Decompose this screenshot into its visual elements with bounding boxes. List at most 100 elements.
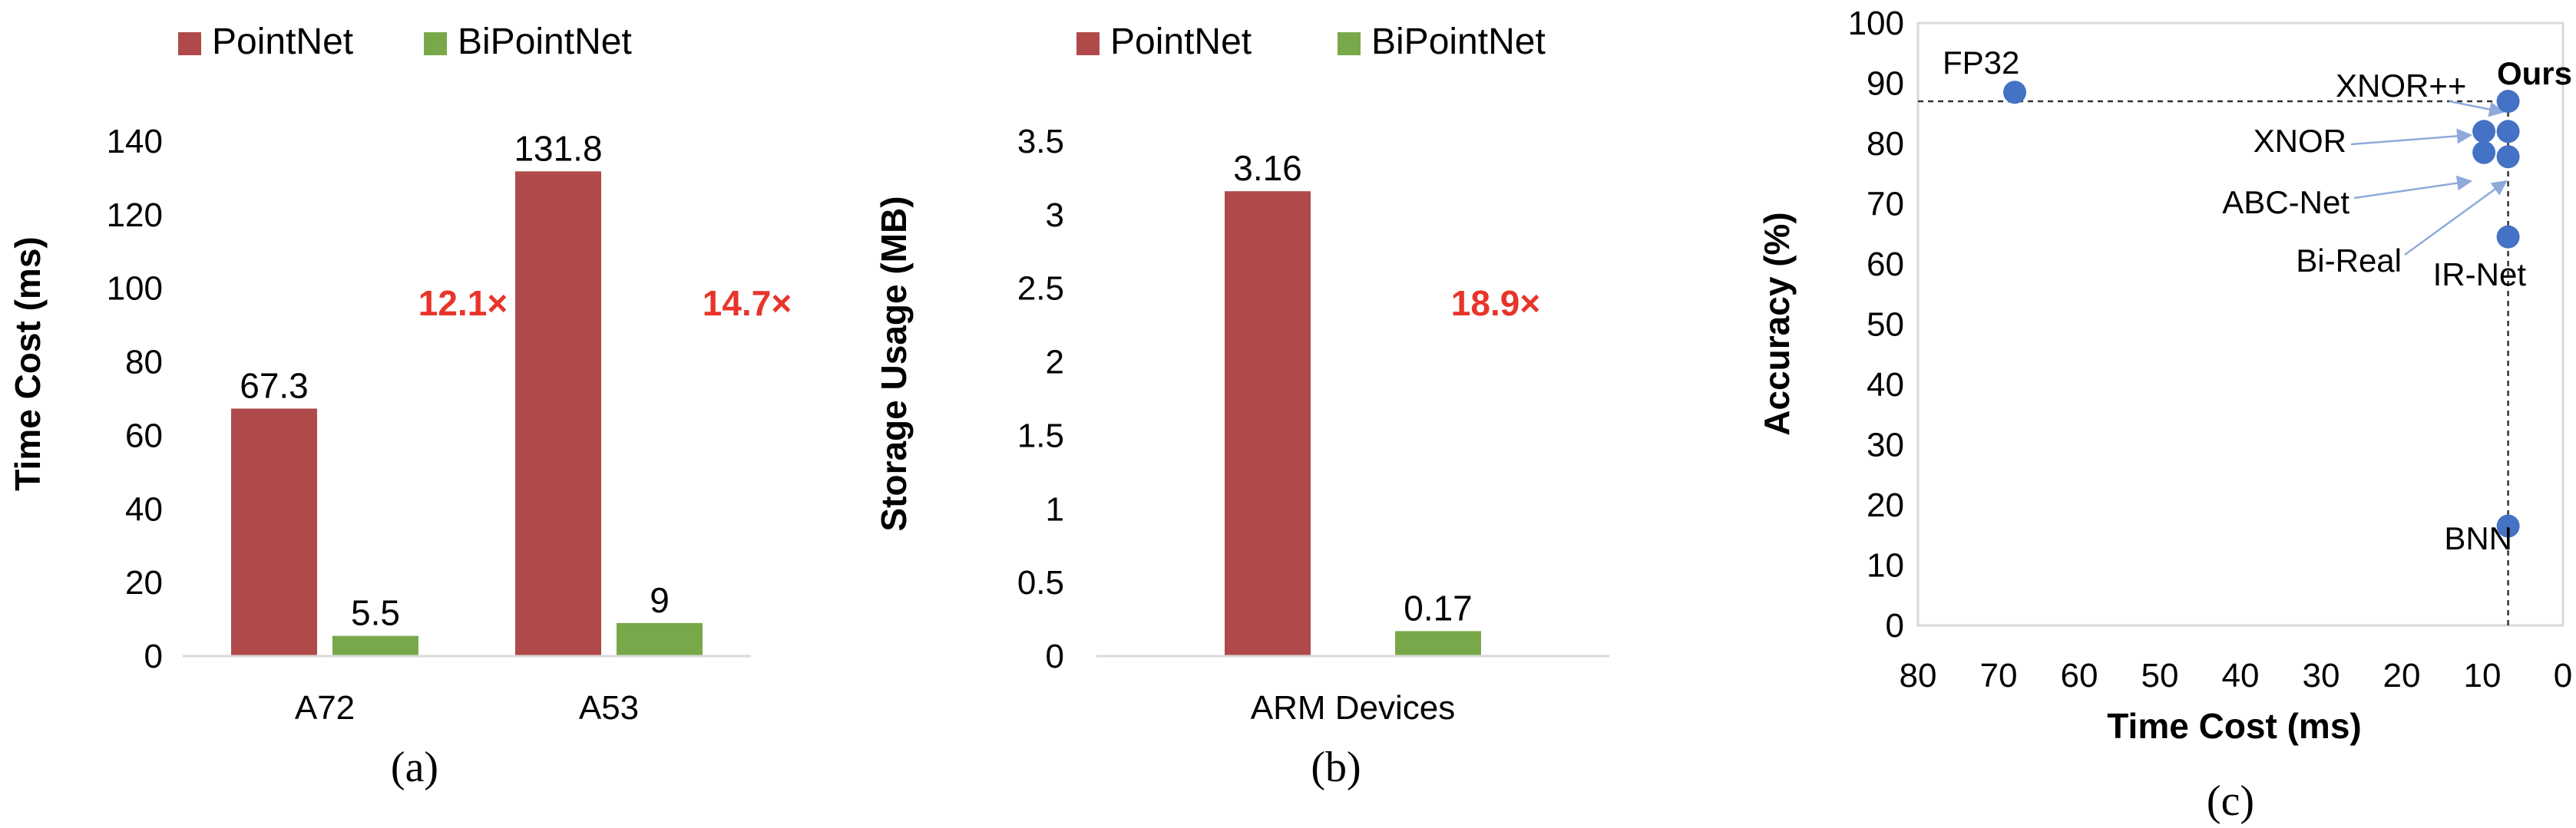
panel-c-reference-lines bbox=[1918, 100, 2509, 625]
legend-label-pointnet: PointNet bbox=[212, 21, 353, 62]
bar-bipointnet-arm-devices bbox=[1395, 631, 1481, 656]
y-tick-label: 60 bbox=[125, 417, 163, 454]
panel-c-point-labels: FP32 Ours XNOR++ XNOR ABC-Net Bi-Real IR-Net BN… bbox=[1943, 45, 2572, 556]
point-label-abc-net: ABC-Net bbox=[2222, 184, 2349, 220]
panel-b-legend: PointNet BiPointNet bbox=[1076, 21, 1546, 62]
point-label-bnn: BNN bbox=[2444, 520, 2512, 556]
data-label: 67.3 bbox=[240, 365, 309, 405]
scatter-point bbox=[2496, 225, 2520, 249]
point-label-xnor-: XNOR++ bbox=[2336, 68, 2466, 104]
x-tick-label: 20 bbox=[2383, 657, 2421, 694]
panel-b-x-ticks: ARM Devices bbox=[1251, 689, 1456, 727]
scatter-point bbox=[2003, 81, 2026, 104]
panel-a-y-ticks: 0 20 40 60 80 100 120 140 bbox=[107, 123, 163, 675]
panel-a-x-ticks: A72 A53 bbox=[295, 689, 639, 727]
panel-b-storage-chart: PointNet BiPointNet 0 0.5 1 1.5 2 2.5 3 3.5 3.1… bbox=[874, 21, 1609, 791]
x-tick-label: 50 bbox=[2141, 657, 2179, 694]
y-tick-label: 40 bbox=[1867, 366, 1904, 404]
scatter-point bbox=[2496, 120, 2520, 143]
y-tick-label: 40 bbox=[125, 490, 163, 528]
y-tick-label: 2.5 bbox=[1017, 270, 1064, 308]
x-tick-label: 80 bbox=[1900, 657, 1937, 694]
data-label: 5.5 bbox=[351, 593, 400, 633]
x-tick-label: 0 bbox=[2554, 657, 2572, 694]
bar-bipointnet-a72 bbox=[332, 635, 418, 656]
legend-label-bipointnet: BiPointNet bbox=[458, 21, 632, 62]
point-label-xnor: XNOR bbox=[2254, 123, 2346, 159]
point-label-ir-net: IR-Net bbox=[2433, 256, 2527, 292]
y-tick-label: 50 bbox=[1867, 306, 1904, 344]
y-tick-label: 1 bbox=[1046, 490, 1064, 528]
y-tick-label: 140 bbox=[107, 123, 163, 160]
speedup-ratio-label: 12.1× bbox=[418, 283, 508, 323]
x-tick-label: 60 bbox=[2061, 657, 2098, 694]
y-tick-label: 0 bbox=[1046, 638, 1064, 675]
panel-c-caption: (c) bbox=[2207, 777, 2254, 825]
y-tick-label: 30 bbox=[1867, 427, 1904, 464]
x-tick-label: A53 bbox=[579, 689, 639, 727]
panel-b-y-ticks: 0 0.5 1 1.5 2 2.5 3 3.5 bbox=[1017, 123, 1064, 675]
y-tick-label: 80 bbox=[1867, 125, 1904, 163]
panel-b-caption: (b) bbox=[1311, 744, 1361, 791]
y-tick-label: 80 bbox=[125, 344, 163, 381]
y-tick-label: 120 bbox=[107, 196, 163, 234]
scatter-point bbox=[2496, 90, 2520, 114]
y-tick-label: 1.5 bbox=[1017, 417, 1064, 454]
x-tick-label: 30 bbox=[2303, 657, 2340, 694]
annotation-arrow bbox=[2353, 175, 2472, 200]
panel-a-y-axis-label: Time Cost (ms) bbox=[8, 236, 48, 490]
data-label: 0.17 bbox=[1404, 588, 1473, 628]
y-tick-label: 0.5 bbox=[1017, 564, 1064, 602]
y-tick-label: 10 bbox=[1867, 547, 1904, 585]
data-label: 131.8 bbox=[514, 128, 602, 168]
y-tick-label: 100 bbox=[1848, 5, 1904, 42]
panel-c-y-axis-label: Accuracy (%) bbox=[1757, 212, 1797, 435]
y-tick-label: 70 bbox=[1867, 186, 1904, 223]
y-tick-label: 0 bbox=[1886, 607, 1904, 645]
annotation-arrow bbox=[2449, 100, 2505, 117]
bar-pointnet-a72 bbox=[231, 408, 317, 656]
bar-bipointnet-a53 bbox=[617, 622, 703, 656]
panel-c-y-ticks: 0 10 20 30 40 50 60 70 80 90 100 bbox=[1848, 5, 1904, 645]
x-tick-label: 40 bbox=[2222, 657, 2260, 694]
panel-c-points bbox=[2003, 81, 2520, 538]
annotation-arrow bbox=[2350, 128, 2472, 146]
panel-c-accuracy-scatter: FP32 Ours XNOR++ XNOR ABC-Net Bi-Real IR-Net BN… bbox=[1757, 5, 2572, 825]
legend-label-bipointnet: BiPointNet bbox=[1371, 21, 1546, 62]
y-tick-label: 3 bbox=[1046, 196, 1064, 234]
panel-c-x-ticks: 80 70 60 50 40 30 20 10 0 bbox=[1900, 657, 2573, 694]
y-tick-label: 0 bbox=[144, 638, 163, 675]
y-tick-label: 90 bbox=[1867, 65, 1904, 103]
scatter-point bbox=[2472, 120, 2496, 143]
panel-b-y-axis-label: Storage Usage (MB) bbox=[874, 196, 914, 531]
x-tick-label: 10 bbox=[2464, 657, 2502, 694]
scatter-point bbox=[2496, 145, 2520, 169]
y-tick-label: 100 bbox=[107, 270, 163, 308]
legend-swatch-bipointnet bbox=[424, 32, 447, 55]
legend-swatch-pointnet bbox=[1076, 32, 1100, 55]
panel-a-time-cost-chart: PointNet BiPointNet 0 20 40 60 80 100 120 140 6… bbox=[8, 21, 792, 791]
bar-pointnet-arm-devices bbox=[1225, 191, 1311, 656]
speedup-ratio-label: 14.7× bbox=[703, 283, 792, 323]
scatter-point bbox=[2472, 140, 2496, 164]
speedup-ratio-label: 18.9× bbox=[1451, 283, 1540, 323]
y-tick-label: 3.5 bbox=[1017, 123, 1064, 160]
panel-a-caption: (a) bbox=[391, 744, 438, 791]
panel-a-legend: PointNet BiPointNet bbox=[178, 21, 632, 62]
legend-label-pointnet: PointNet bbox=[1110, 21, 1252, 62]
x-tick-label: A72 bbox=[295, 689, 355, 727]
point-label-fp32: FP32 bbox=[1943, 45, 2019, 81]
data-label: 9 bbox=[650, 580, 670, 620]
annotation-arrow bbox=[2404, 180, 2508, 256]
y-tick-label: 2 bbox=[1046, 344, 1064, 381]
panel-a-bars: 67.3 5.5 131.8 9 12.1× 14.7× bbox=[231, 128, 792, 657]
panel-c-x-axis-label: Time Cost (ms) bbox=[2107, 706, 2361, 746]
legend-swatch-pointnet bbox=[178, 32, 201, 55]
plot-border bbox=[1916, 21, 2564, 627]
x-tick-label: 70 bbox=[1980, 657, 2018, 694]
point-label-ours: Ours bbox=[2497, 55, 2572, 91]
point-label-bi-real: Bi-Real bbox=[2296, 242, 2402, 279]
y-tick-label: 60 bbox=[1867, 246, 1904, 283]
panel-b-bars: 3.16 0.17 18.9× bbox=[1225, 148, 1540, 656]
